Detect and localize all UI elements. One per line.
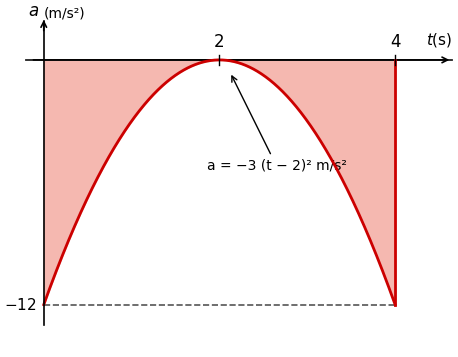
Text: 2: 2	[214, 33, 225, 51]
Text: a = −3 (t − 2)² m/s²: a = −3 (t − 2)² m/s²	[207, 76, 346, 173]
Text: 4: 4	[390, 33, 400, 51]
Text: (m/s²): (m/s²)	[44, 6, 85, 20]
Text: $a$: $a$	[28, 2, 39, 20]
Text: $t$(s): $t$(s)	[426, 31, 452, 49]
Text: $-12$: $-12$	[4, 297, 37, 313]
